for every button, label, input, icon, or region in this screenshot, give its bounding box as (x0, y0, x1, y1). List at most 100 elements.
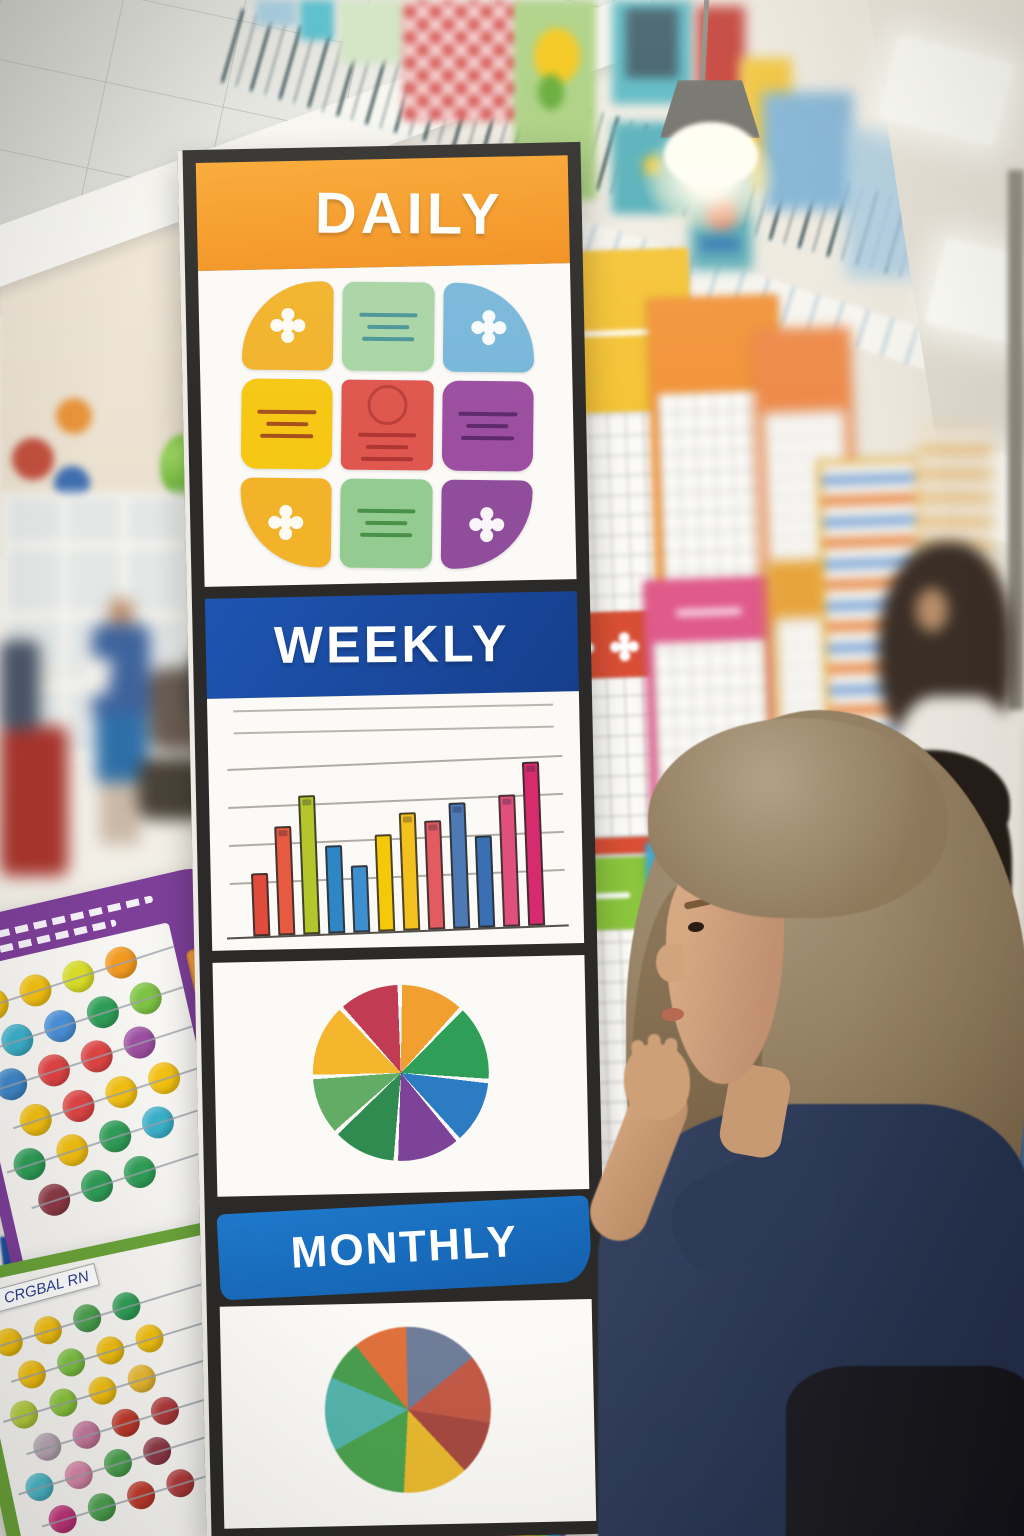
bar-label-scribble (502, 798, 512, 805)
bar (298, 795, 321, 935)
scribble-line (365, 521, 408, 526)
calendar-grid (657, 389, 782, 615)
daily-header: DAILY (195, 155, 570, 271)
dot (94, 1116, 136, 1157)
bar (250, 872, 271, 937)
bar-label-scribble (402, 816, 413, 823)
bar-label-scribble (278, 830, 288, 837)
daily-section: DAILY (195, 155, 577, 587)
scribble-line (359, 312, 418, 318)
dot (14, 1356, 50, 1392)
dot (85, 1373, 121, 1409)
girl-hand (624, 1044, 690, 1120)
scribble-line (466, 423, 509, 429)
dot (84, 1489, 120, 1525)
girl-neck (716, 1061, 794, 1161)
scribble-line (357, 432, 417, 438)
dot (15, 1099, 56, 1141)
dot (101, 1071, 142, 1113)
monthly-pie-section (219, 1298, 597, 1529)
dot (139, 1433, 175, 1469)
weekly-header: WEEKLY (204, 591, 579, 699)
bar (448, 802, 471, 929)
flower-icon (279, 515, 293, 529)
medallion-icon (367, 384, 408, 426)
dot (69, 1417, 104, 1453)
calendar-grid (655, 890, 775, 1093)
girl-lips (661, 1006, 685, 1023)
weekly-section: WEEKLY (204, 591, 585, 951)
monthly-section: MONTHLY (216, 1195, 593, 1301)
monthly-pie-chart (323, 1325, 493, 1495)
dot (58, 1085, 99, 1127)
dot (33, 1050, 75, 1091)
dot (143, 1058, 185, 1099)
scribble-line (458, 411, 517, 417)
bar (274, 825, 296, 936)
girl-eye (687, 921, 705, 933)
scribble-line (366, 444, 409, 450)
dot (69, 1300, 105, 1336)
monthly-header: MONTHLY (216, 1195, 593, 1301)
scribble-line (460, 435, 514, 441)
flower-icon (281, 319, 295, 333)
door-frame (1008, 170, 1024, 710)
dot (76, 1036, 117, 1077)
dot (30, 1312, 66, 1348)
scribble-line (361, 336, 415, 341)
daily-tile (441, 380, 534, 472)
dot (61, 1457, 97, 1493)
picture (626, 8, 678, 78)
calendar-title (760, 335, 844, 409)
bar-series (223, 760, 569, 937)
daily-tile (442, 282, 535, 373)
wall-calendar (642, 575, 782, 831)
girl-sleeve (656, 1126, 852, 1290)
pie-panel-section (212, 955, 590, 1197)
dot (108, 1405, 144, 1441)
dot (137, 1102, 179, 1143)
dot (162, 1465, 198, 1501)
girl-finger (630, 1039, 647, 1067)
dot (119, 1151, 160, 1193)
yellow-flower (534, 28, 580, 84)
dot (34, 1179, 75, 1220)
boy-eye (888, 864, 904, 873)
scribble-line (367, 324, 410, 329)
bar-label-scribble (428, 824, 438, 831)
pendant-bulb (664, 122, 758, 188)
daily-body (197, 263, 577, 587)
green-leaf (538, 74, 564, 110)
dot (29, 1429, 65, 1465)
dot (45, 1385, 81, 1421)
dot (76, 1165, 118, 1207)
dot (100, 942, 142, 983)
flower-icon (479, 517, 494, 531)
dot (9, 1143, 50, 1185)
bar (424, 820, 446, 930)
wall-poster (300, 0, 334, 40)
weekly-pie-chart (311, 983, 491, 1163)
dot (125, 978, 166, 1019)
lattice-poster (402, 0, 520, 122)
dot (53, 1344, 89, 1380)
dot (0, 1064, 32, 1105)
dot (0, 1324, 27, 1360)
calendar-title (651, 584, 767, 639)
dot (100, 1445, 136, 1481)
boy-eyebrow (883, 844, 911, 854)
calendar-grid (652, 639, 773, 814)
boy-mouth (897, 937, 929, 946)
dot (45, 1501, 81, 1536)
daily-tile (342, 281, 435, 372)
sticker-chart-blur (916, 428, 994, 718)
wall-poster (256, 0, 296, 26)
weekly-bar-chart (206, 691, 585, 951)
teacher-legs (100, 782, 140, 844)
dot (6, 1397, 42, 1433)
bar-label-scribble (302, 799, 312, 806)
daily-tile (341, 379, 434, 471)
bar-label-scribble (526, 765, 536, 772)
dot (119, 1022, 160, 1063)
dot (82, 992, 124, 1033)
